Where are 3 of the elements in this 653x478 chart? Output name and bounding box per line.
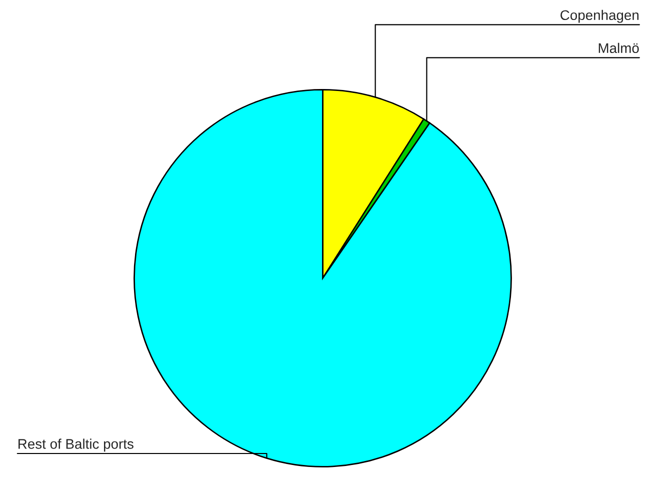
slice-label: Copenhagen	[560, 10, 638, 23]
slice-label: Rest of Baltic ports	[18, 438, 134, 452]
slice-label: Malmö	[598, 42, 639, 54]
